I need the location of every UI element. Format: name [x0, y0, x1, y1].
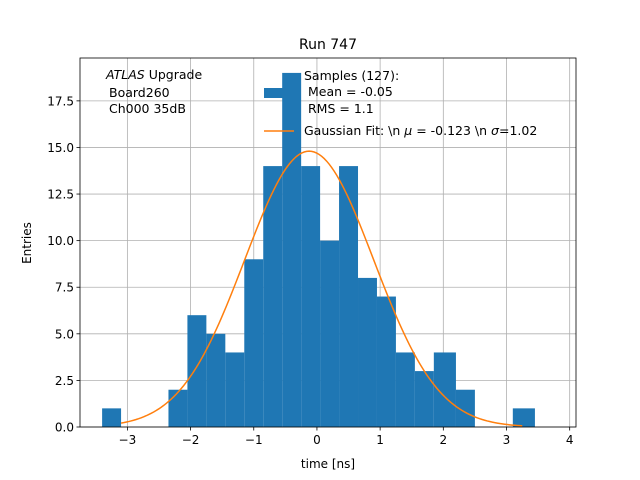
histogram-bar	[168, 389, 188, 427]
histogram-bar	[301, 166, 321, 427]
histogram-bars	[102, 72, 535, 427]
plot-frame	[79, 57, 577, 428]
histogram-bar	[225, 352, 245, 427]
histogram-bar	[358, 277, 377, 427]
histogram-bar	[455, 389, 475, 427]
histogram-bar	[376, 296, 396, 427]
y-tick-label: 0.0	[55, 421, 74, 435]
x-tick-label: 2	[439, 433, 447, 447]
x-tick-label: 0	[313, 433, 321, 447]
legend-samples-line3: RMS = 1.1	[308, 101, 374, 116]
histogram-bar	[263, 166, 283, 427]
y-tick-label: 17.5	[47, 94, 74, 108]
atlas-label: ATLAS	[105, 67, 145, 82]
histogram-bar	[282, 72, 302, 427]
x-tick-label: 4	[566, 433, 574, 447]
y-tick-label: 7.5	[55, 281, 74, 295]
y-tick-label: 2.5	[55, 374, 74, 388]
x-tick-label: −2	[182, 433, 200, 447]
x-tick-label: 1	[376, 433, 384, 447]
y-tick-label: 10.0	[47, 234, 74, 248]
histogram-bar	[102, 408, 122, 427]
gaussian-fit-curve	[120, 150, 523, 427]
histogram-bar	[206, 333, 226, 427]
histogram-bar	[339, 166, 359, 427]
upgrade-label: Upgrade	[145, 67, 203, 82]
x-axis-label: time [ns]	[301, 457, 355, 471]
histogram-bar	[414, 371, 434, 427]
histogram-bar	[433, 352, 456, 427]
y-tick-label: 15.0	[47, 141, 74, 155]
histogram-bar	[244, 259, 264, 427]
x-tick-label: 3	[503, 433, 511, 447]
y-axis-ticks: 0.0 2.5 5.0 7.5 10.0 12.5 15.0 17.5	[47, 94, 80, 435]
x-axis-ticks: −3 −2 −1 0 1 2 3 4	[119, 427, 574, 447]
histogram-bar	[187, 315, 207, 427]
annotation-text: ATLAS Upgrade Board260 Ch000 35dB	[105, 67, 202, 116]
chart-title: Run 747	[299, 37, 357, 53]
y-tick-label: 12.5	[47, 188, 74, 202]
channel-label: Ch000 35dB	[109, 101, 186, 116]
svg-text:ATLAS Upgrade: ATLAS Upgrade	[105, 67, 202, 82]
histogram-bar	[320, 240, 340, 427]
x-tick-label: −3	[119, 433, 137, 447]
board-label: Board260	[109, 85, 170, 100]
legend-samples-line2: Mean = -0.05	[308, 84, 393, 99]
y-tick-label: 5.0	[55, 327, 74, 341]
legend: Samples (127): Mean = -0.05 RMS = 1.1 Ga…	[264, 68, 537, 138]
histogram-bar	[395, 352, 415, 427]
x-tick-label: −1	[245, 433, 263, 447]
legend-fit-label: Gaussian Fit: \n μ = -0.123 \n σ=1.02	[304, 123, 537, 138]
y-axis-label: Entries	[20, 222, 34, 264]
histogram-bar	[512, 408, 535, 427]
legend-samples-patch	[264, 88, 294, 98]
legend-samples-line1: Samples (127):	[304, 68, 399, 83]
